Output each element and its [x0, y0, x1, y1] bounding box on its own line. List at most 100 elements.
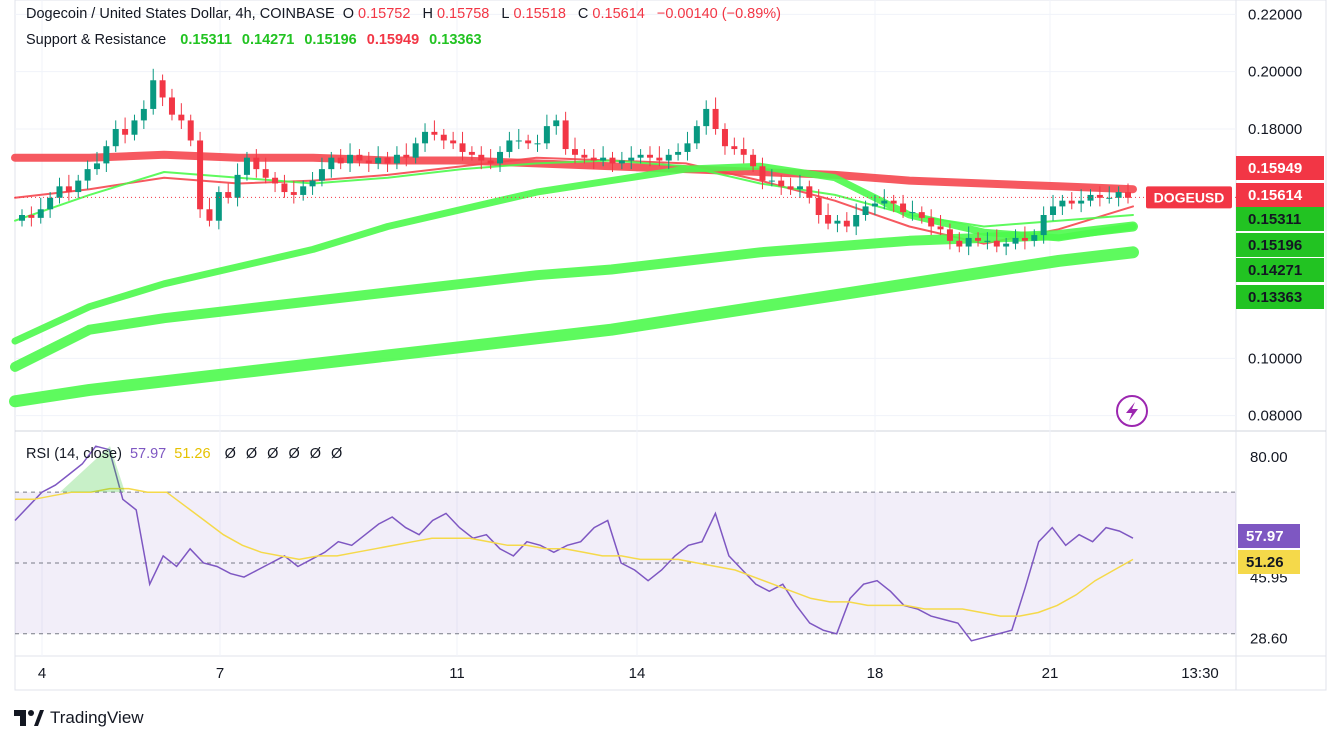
candle-body-45	[440, 134, 447, 141]
candle-body-97	[928, 217, 935, 227]
rsi-line-0	[14, 445, 1134, 642]
candle-body-32	[318, 169, 325, 181]
candle-body-105	[1003, 243, 1010, 247]
sr-value-3: 0.15949	[366, 32, 420, 48]
candle-body-87	[834, 220, 841, 224]
candle-body-103	[984, 240, 991, 242]
candle-body-94	[900, 203, 907, 213]
candle-body-70	[675, 151, 682, 155]
candle-body-33	[328, 157, 335, 170]
candle-body-13	[140, 108, 147, 121]
price-tick-0: 0.22000	[1248, 6, 1302, 23]
candle-body-115	[1096, 194, 1103, 198]
sr-line-2	[14, 159, 1134, 228]
candle-body-43	[422, 131, 429, 144]
chart-frame	[14, 0, 1327, 691]
candle-body-56	[543, 126, 550, 144]
candle-body-29	[290, 192, 297, 195]
rsi-extra-2: Ø	[267, 446, 279, 462]
candle-body-112	[1068, 200, 1075, 204]
candle-body-102	[975, 237, 982, 241]
candle-body-83	[796, 186, 803, 190]
tradingview-logo[interactable]: TradingView	[14, 708, 144, 728]
candle-body-58	[562, 120, 569, 150]
price-label-bg-2	[1236, 207, 1324, 231]
candle-body-40	[393, 154, 400, 164]
price-label-5: 0.13363	[1248, 289, 1302, 306]
lightning-icon	[1126, 402, 1138, 421]
rsi-value-label-0: 57.97	[1246, 528, 1284, 545]
candle-body-65	[628, 157, 635, 161]
price-label-4: 0.14271	[1248, 262, 1302, 279]
rsi-extra-5: Ø	[331, 446, 343, 462]
rsi-ma-value: 51.26	[174, 446, 211, 462]
candle-body-64	[618, 160, 625, 164]
candle-body-15	[159, 80, 166, 98]
rsi-overbought-fill	[60, 446, 125, 493]
price-label-bg-5	[1236, 285, 1324, 309]
tradingview-icon	[14, 710, 44, 726]
rsi-label-bg-0	[1238, 524, 1300, 548]
candle-body-11	[122, 129, 129, 135]
candle-body-10	[112, 129, 119, 147]
ohlc-low: L 0.15518	[501, 6, 566, 22]
candle-body-60	[581, 154, 588, 158]
candle-body-26	[262, 169, 269, 178]
rsi-value: 57.97	[129, 446, 167, 462]
rsi-extra-4: Ø	[309, 446, 321, 462]
price-label-bg-4	[1236, 258, 1324, 282]
candle-body-108	[1031, 235, 1038, 241]
candle-body-110	[1050, 206, 1057, 215]
candle-body-24	[243, 157, 250, 175]
candle-body-37	[365, 160, 372, 164]
rsi-tick-0: 80.00	[1250, 449, 1288, 466]
candle-body-93	[890, 200, 897, 204]
price-label-bg-3	[1236, 233, 1324, 257]
candle-body-2	[37, 209, 44, 218]
rsi-label: RSI (14, close)	[26, 446, 122, 462]
candle-body-28	[281, 183, 288, 193]
candle-body-49	[478, 154, 485, 161]
candle-body-100	[956, 240, 963, 247]
indicator-values: 0.15311 0.14271 0.15196 0.15949 0.13363	[174, 32, 485, 48]
candle-body-109	[1040, 215, 1047, 236]
time-tick-2: 11	[449, 665, 465, 682]
candle-body-23	[234, 174, 241, 198]
candle-body-92	[881, 200, 888, 204]
candle-body-116	[1106, 197, 1113, 199]
candle-body-59	[572, 149, 578, 155]
candle-body-77	[740, 149, 747, 155]
candle-body-44	[431, 131, 438, 135]
candle-body-81	[778, 180, 785, 187]
candle-body-86	[825, 215, 832, 224]
candle-body-71	[684, 143, 691, 152]
sr-line-3	[11, 162, 1137, 345]
chart-header-symbol: Dogecoin / United States Dollar, 4h, COI…	[26, 6, 785, 22]
time-tick-1: 7	[216, 665, 224, 682]
candle-body-8	[93, 163, 100, 170]
candle-body-57	[553, 120, 560, 127]
sr-line-4	[10, 221, 1138, 372]
rsi-extra-1: Ø	[245, 446, 258, 462]
candle-body-78	[750, 154, 757, 167]
candle-body-34	[337, 157, 344, 164]
candle-body-72	[693, 126, 700, 144]
candle-body-16	[168, 97, 175, 115]
rsi-label-bg-1	[1238, 550, 1300, 574]
candle-body-53	[515, 140, 522, 142]
symbol-tag: DOGEUSD	[1154, 189, 1225, 205]
candle-body-80	[768, 180, 775, 182]
candle-body-46	[450, 140, 457, 144]
candle-body-117	[1115, 192, 1122, 198]
candle-body-52	[506, 140, 513, 152]
time-tick-3: 14	[629, 665, 646, 682]
candle-body-107	[1021, 237, 1028, 241]
indicator-support-resistance[interactable]: Support & Resistance 0.15311 0.14271 0.151…	[26, 32, 490, 48]
ohlc-high: H 0.15758	[422, 6, 490, 22]
candle-body-31	[309, 180, 316, 187]
candle-body-67	[646, 154, 653, 158]
candle-body-69	[665, 154, 672, 161]
